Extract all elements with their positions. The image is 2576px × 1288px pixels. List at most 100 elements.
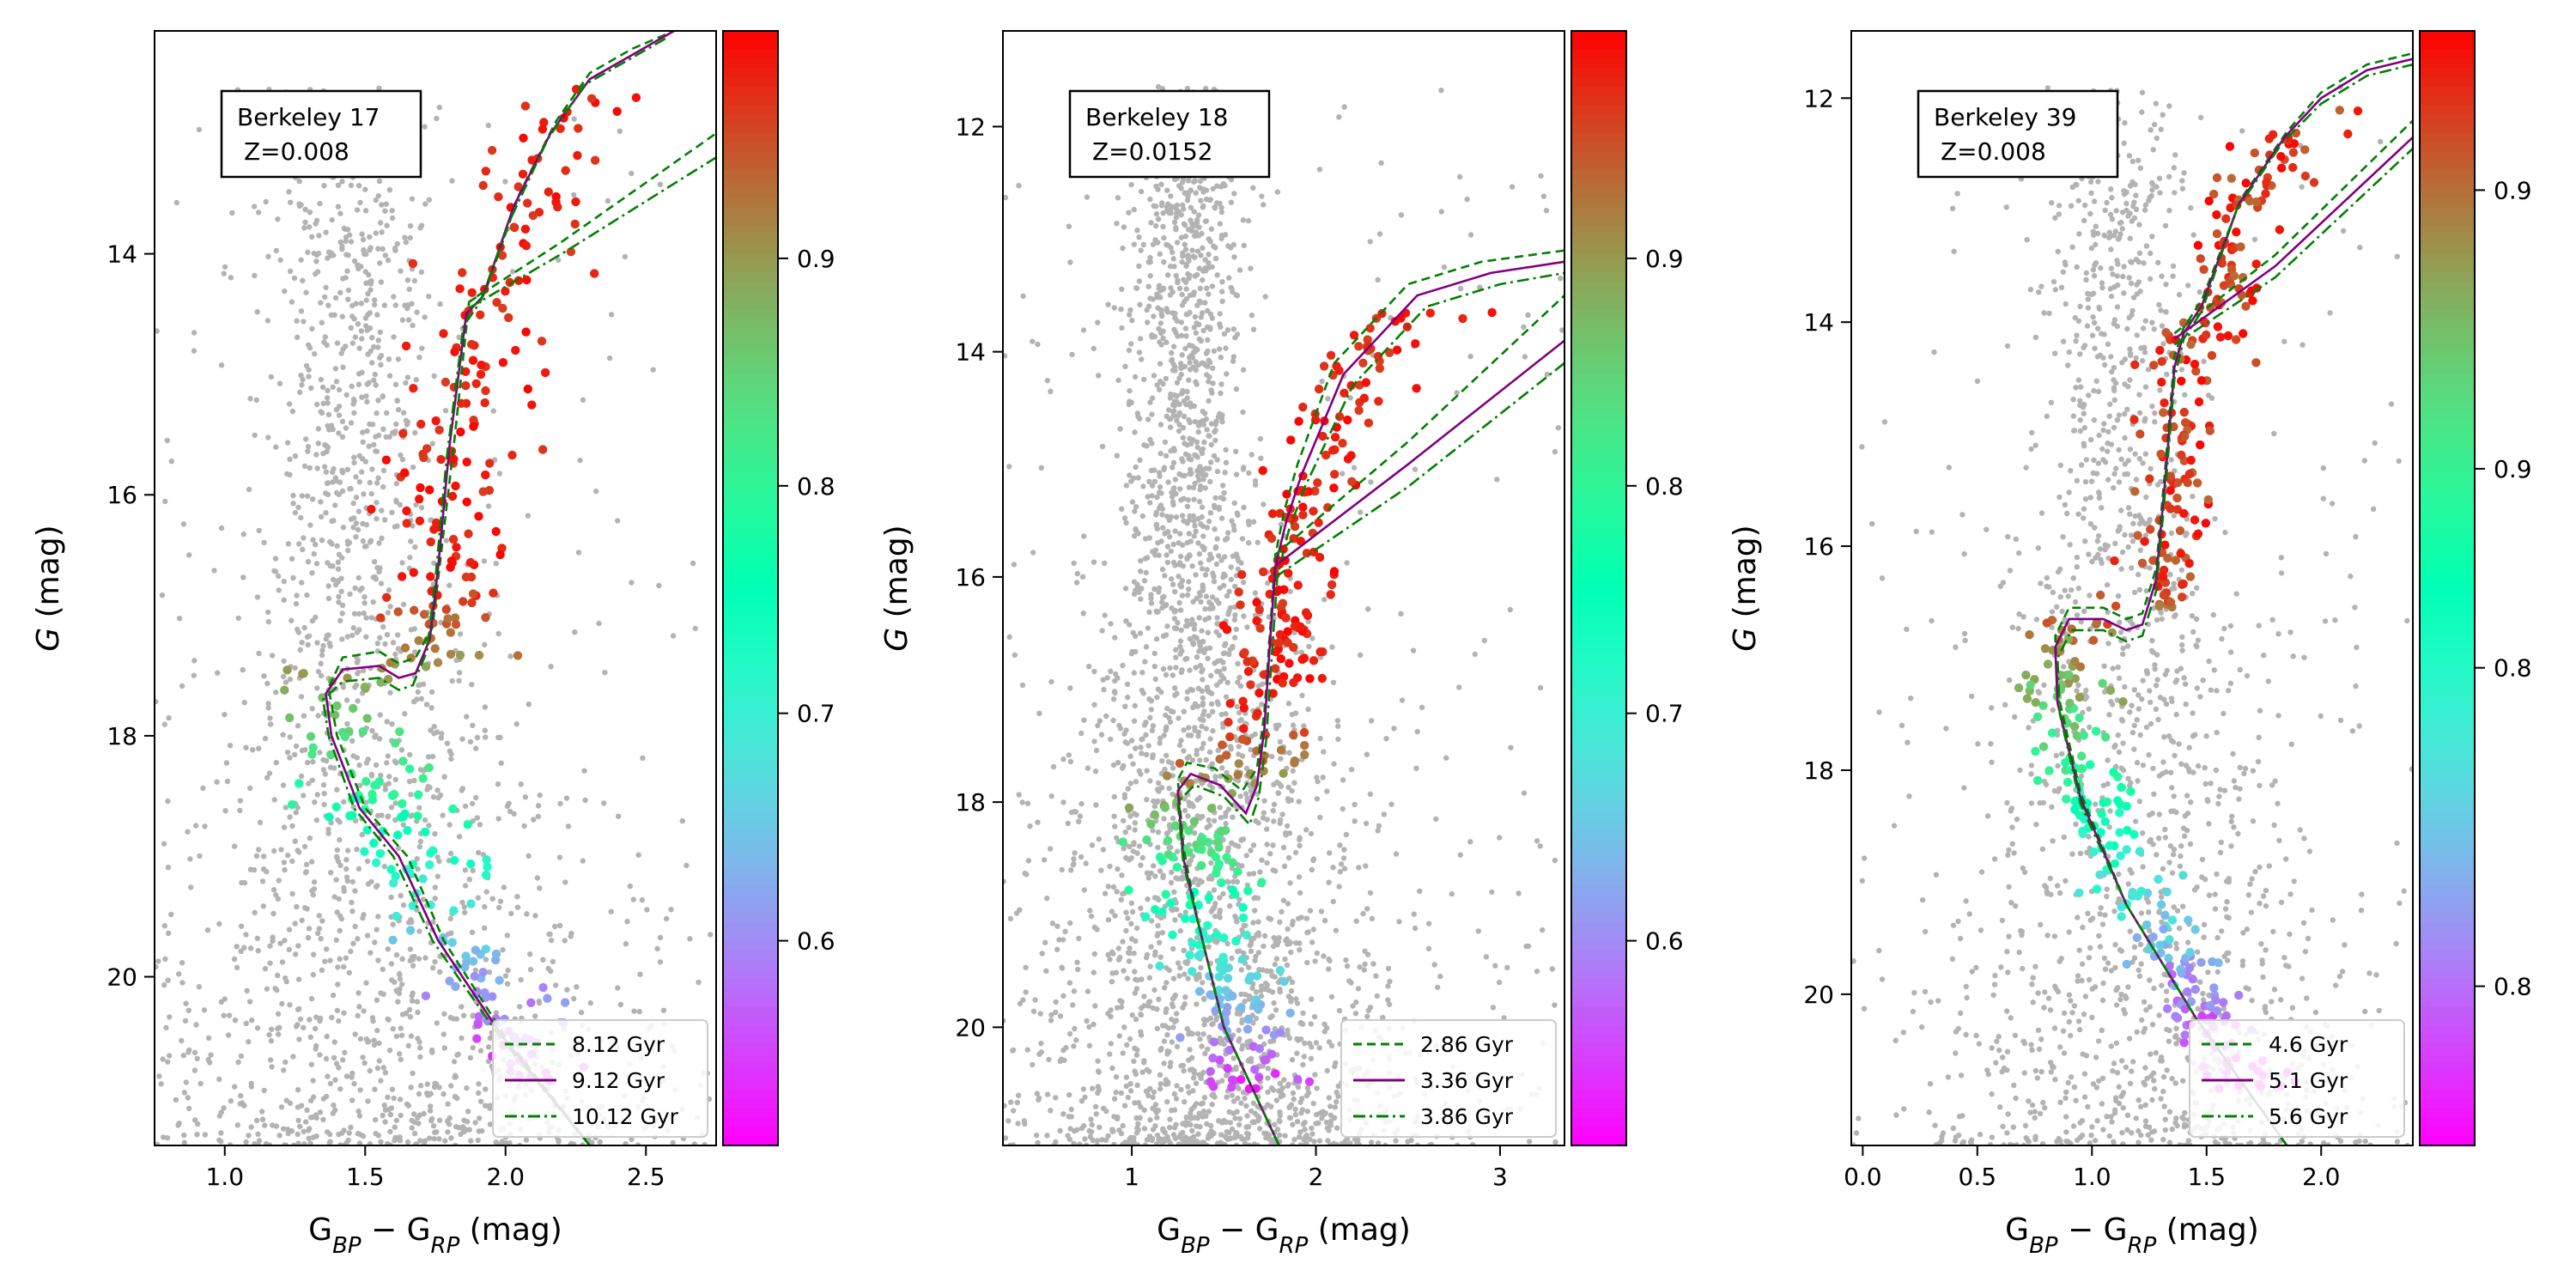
field-star — [1438, 88, 1444, 94]
field-star — [335, 204, 342, 210]
field-star — [383, 434, 389, 440]
field-star — [1137, 457, 1143, 463]
field-star — [334, 854, 340, 860]
field-star — [1234, 703, 1240, 710]
field-star — [349, 340, 355, 346]
field-star — [1184, 617, 1190, 624]
field-star — [1072, 1025, 1078, 1032]
field-star — [1157, 868, 1163, 874]
field-star — [1109, 908, 1115, 914]
field-star — [687, 936, 693, 942]
field-star — [1437, 973, 1443, 980]
field-star — [1246, 470, 1252, 476]
field-star — [304, 759, 311, 766]
field-star — [1141, 1060, 1147, 1066]
field-star — [1314, 775, 1320, 781]
field-star — [1173, 514, 1180, 520]
field-star — [1105, 917, 1112, 923]
field-star — [629, 170, 635, 177]
field-star — [1138, 568, 1144, 574]
field-star — [360, 1054, 366, 1060]
field-star — [1175, 960, 1182, 966]
field-star — [476, 1128, 482, 1134]
member-star — [455, 284, 465, 294]
field-star — [1256, 1115, 1262, 1121]
field-star — [345, 296, 351, 302]
field-star — [1066, 752, 1072, 758]
field-star — [379, 507, 385, 513]
field-star — [1158, 689, 1164, 696]
field-star — [164, 1135, 171, 1141]
field-star — [1195, 428, 1201, 435]
field-star — [1200, 204, 1206, 210]
field-star — [398, 452, 404, 459]
field-star — [1174, 240, 1181, 246]
field-star — [315, 713, 321, 719]
field-star — [1194, 381, 1200, 387]
field-star — [1114, 889, 1120, 895]
field-star — [176, 616, 183, 622]
field-star — [1152, 237, 1158, 243]
field-star — [1214, 468, 1221, 475]
member-star — [543, 993, 552, 1003]
field-star — [1236, 751, 1242, 757]
field-star — [303, 861, 310, 867]
field-star — [417, 1045, 423, 1051]
field-star — [290, 1054, 296, 1060]
field-star — [373, 197, 379, 204]
field-star — [436, 1084, 442, 1091]
field-star — [1216, 346, 1223, 352]
field-star — [294, 318, 300, 324]
field-star — [296, 541, 302, 547]
field-star — [406, 286, 412, 293]
field-star — [1375, 1140, 1382, 1145]
member-star — [419, 610, 429, 619]
field-star — [167, 1053, 173, 1059]
field-star — [1289, 979, 1296, 986]
field-star — [636, 1008, 642, 1015]
field-star — [1157, 1047, 1163, 1054]
field-star — [1227, 1120, 1234, 1126]
field-star — [534, 875, 541, 881]
field-star — [1118, 896, 1125, 903]
field-star — [432, 896, 438, 902]
field-star — [237, 807, 243, 814]
field-star — [320, 400, 326, 406]
field-star — [1159, 566, 1166, 573]
member-star — [481, 167, 490, 176]
field-star — [1180, 177, 1187, 183]
field-star — [1287, 588, 1293, 595]
field-star — [355, 866, 362, 872]
field-star — [408, 813, 414, 819]
field-star — [1022, 1121, 1028, 1127]
field-star — [1534, 969, 1540, 975]
field-star — [361, 491, 367, 497]
field-star — [342, 1049, 348, 1056]
field-star — [182, 1018, 189, 1024]
field-star — [218, 362, 225, 368]
field-star — [156, 1073, 162, 1079]
field-star — [1249, 938, 1255, 944]
field-star — [1313, 1040, 1320, 1046]
field-star — [1187, 635, 1194, 642]
field-star — [1552, 857, 1558, 864]
field-star — [1204, 1017, 1211, 1024]
field-star — [1179, 352, 1185, 358]
field-star — [1317, 735, 1323, 742]
field-star — [1307, 1136, 1313, 1142]
field-star — [268, 374, 274, 380]
field-star — [1173, 665, 1179, 671]
field-star — [265, 701, 271, 707]
field-star — [422, 124, 428, 130]
field-star — [1433, 816, 1439, 822]
member-star — [391, 738, 400, 748]
field-star — [1161, 466, 1167, 472]
field-star — [380, 393, 386, 399]
field-star — [1431, 962, 1437, 968]
field-star — [521, 823, 527, 829]
field-star — [296, 178, 302, 185]
field-star — [1438, 209, 1445, 215]
field-star — [315, 930, 321, 937]
field-star — [1129, 908, 1136, 915]
field-star — [1141, 442, 1147, 448]
